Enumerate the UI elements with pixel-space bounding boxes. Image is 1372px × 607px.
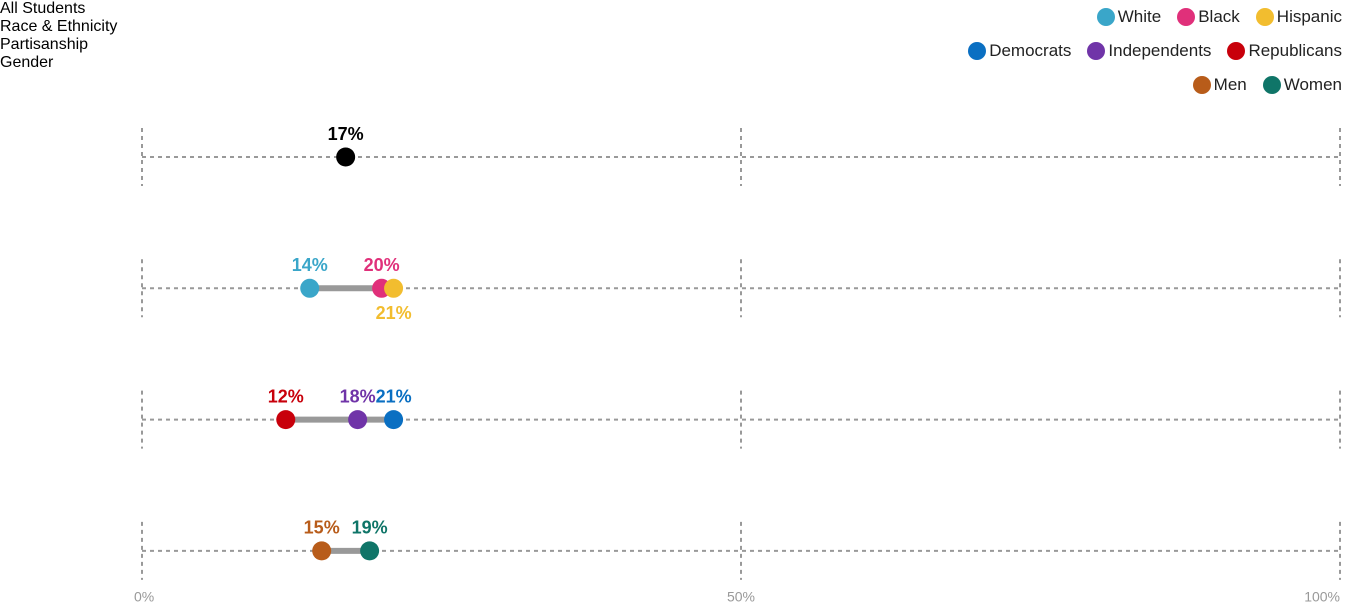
legend-item: Republicans [1227,40,1342,62]
legend-item: Women [1262,74,1342,96]
data-label: 21% [376,303,412,323]
legend-swatch [1227,42,1246,60]
dot [360,541,380,561]
legend-row: Men Women [1192,74,1342,96]
legend-label: White [1117,7,1162,26]
legend-swatch [1096,8,1115,26]
legend-item: Independents [1087,40,1211,62]
dot [384,278,404,298]
legend-label: Women [1283,75,1342,94]
legend-swatch [1255,8,1274,26]
dot [336,147,356,167]
legend-row: Democrats Independents Republicans [968,40,1342,62]
legend-row: White Black Hispanic [1096,6,1342,28]
legend-swatch [1177,8,1196,26]
x-tick-label: 0% [134,589,154,605]
data-label: 19% [352,518,388,538]
legend-label: Democrats [989,41,1072,60]
dot [348,410,368,430]
legend-swatch [1192,76,1211,94]
dot [312,541,332,561]
legend-swatch [1262,76,1281,94]
dot [384,410,404,430]
row-label: All Students [0,0,86,17]
legend-swatch [1087,42,1106,60]
legend-item: Democrats [968,40,1071,62]
data-label: 21% [376,386,412,406]
x-tick-label: 100% [1304,589,1340,605]
x-tick-label: 50% [727,589,755,605]
legend-label: Black [1198,7,1240,26]
data-label: 14% [292,255,328,275]
row-label: Gender [0,54,54,71]
row-label: Race & Ethnicity [0,18,118,35]
data-label: 20% [364,255,400,275]
dot [276,410,296,430]
legend-item: White [1096,6,1162,28]
data-label: 15% [304,518,340,538]
legend-label: Hispanic [1276,7,1342,26]
legend-swatch [968,42,987,60]
data-label: 18% [340,386,376,406]
legend-item: Black [1177,6,1240,28]
legend-item: Hispanic [1255,6,1342,28]
data-label: 12% [268,386,304,406]
legend: White Black Hispanic Democrats Independents R… [968,6,1342,96]
legend-item: Men [1192,74,1247,96]
legend-label: Independents [1108,41,1212,60]
legend-label: Republicans [1248,41,1342,60]
data-label: 17% [328,124,364,144]
legend-label: Men [1213,75,1247,94]
row-label: Partisanship [0,36,89,53]
dot [300,278,320,298]
